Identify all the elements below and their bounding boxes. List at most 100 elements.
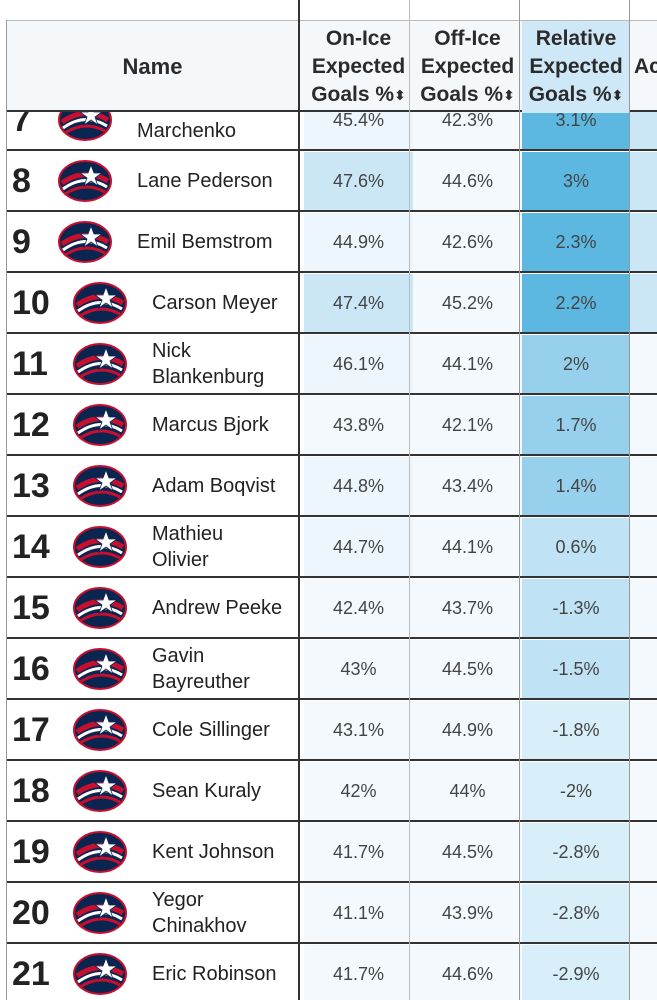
rank-number: 8 bbox=[12, 161, 31, 200]
table-row[interactable]: 10 Carson Meyer 47.4% 45.2% 2.2% bbox=[7, 274, 657, 334]
adjusted-cell bbox=[630, 396, 657, 454]
off-ice-xg-cell: 45.2% bbox=[413, 274, 522, 332]
sort-updown-icon[interactable]: ⬍ bbox=[394, 87, 406, 104]
table-row[interactable]: 18 Sean Kuraly 42% 44% -2% bbox=[7, 762, 657, 822]
adjusted-cell bbox=[630, 213, 657, 271]
column-header-name[interactable]: Name bbox=[7, 21, 298, 113]
column-header-relative-xg[interactable]: Relative Expected Goals %⬍ bbox=[522, 21, 630, 113]
adjusted-cell bbox=[630, 701, 657, 759]
off-ice-xg-cell: 44.6% bbox=[413, 945, 522, 1000]
player-name-link[interactable]: Nick Blankenburg bbox=[152, 335, 264, 393]
off-ice-xg-cell: 43.7% bbox=[413, 579, 522, 637]
column-divider bbox=[298, 0, 300, 1000]
player-name-link[interactable]: Gavin Bayreuther bbox=[152, 640, 250, 698]
table-row[interactable]: 20 Yegor Chinakhov 41.1% 43.9% -2.8% bbox=[7, 884, 657, 944]
table-row[interactable]: 16 Gavin Bayreuther 43% 44.5% -1.5% bbox=[7, 640, 657, 700]
adjusted-cell bbox=[630, 823, 657, 881]
blue-jackets-logo-icon bbox=[72, 830, 128, 874]
player-name-text: Carson Meyer bbox=[152, 292, 278, 314]
rank-number: 14 bbox=[12, 527, 50, 566]
adjusted-cell bbox=[630, 518, 657, 576]
blue-jackets-logo-icon bbox=[72, 464, 128, 508]
player-name-text: Yegor bbox=[152, 889, 204, 911]
blue-jackets-logo-icon bbox=[72, 342, 128, 386]
on-ice-xg-cell: 43% bbox=[304, 640, 413, 698]
player-name-text: Marchenko bbox=[137, 120, 236, 142]
column-header-off-ice-xg[interactable]: Off-Ice Expected Goals %⬍ bbox=[413, 21, 522, 113]
table-row[interactable]: 21 Eric Robinson 41.7% 44.6% -2.9% bbox=[7, 945, 657, 1000]
player-name-link[interactable]: Carson Meyer bbox=[152, 274, 278, 332]
table-row[interactable]: 8 Lane Pederson 47.6% 44.6% 3% bbox=[7, 152, 657, 212]
player-name-link[interactable]: Eric Robinson bbox=[152, 945, 277, 1000]
adjusted-cell bbox=[630, 335, 657, 393]
player-name-link[interactable]: Emil Bemstrom bbox=[137, 213, 273, 271]
on-ice-xg-cell: 44.8% bbox=[304, 457, 413, 515]
table-row[interactable]: 7 Marchenko 45.4% 42.3% 3.1% bbox=[7, 91, 657, 151]
off-ice-xg-cell: 42.6% bbox=[413, 213, 522, 271]
player-name-text: Cole Sillinger bbox=[152, 719, 270, 741]
relative-xg-cell: 1.4% bbox=[522, 457, 630, 515]
relative-xg-cell: -1.5% bbox=[522, 640, 630, 698]
on-ice-xg-cell: 44.9% bbox=[304, 213, 413, 271]
table-left-border bbox=[6, 20, 7, 1000]
table-row[interactable]: 17 Cole Sillinger 43.1% 44.9% -1.8% bbox=[7, 701, 657, 761]
on-ice-xg-cell: 42.4% bbox=[304, 579, 413, 637]
player-name-text: Blankenburg bbox=[152, 366, 265, 388]
relative-xg-cell: -2% bbox=[522, 762, 630, 820]
relative-xg-cell: 1.7% bbox=[522, 396, 630, 454]
table-row[interactable]: 15 Andrew Peeke 42.4% 43.7% -1.3% bbox=[7, 579, 657, 639]
blue-jackets-logo-icon bbox=[72, 281, 128, 325]
player-name-link[interactable]: Marcus Bjork bbox=[152, 396, 269, 454]
table-row[interactable]: 11 Nick Blankenburg 46.1% 44.1% 2% bbox=[7, 335, 657, 395]
player-name-text: Marcus Bjork bbox=[152, 414, 269, 436]
relative-xg-cell: -1.3% bbox=[522, 579, 630, 637]
on-ice-xg-cell: 41.7% bbox=[304, 945, 413, 1000]
relative-xg-cell: -2.8% bbox=[522, 823, 630, 881]
player-name-link[interactable]: Lane Pederson bbox=[137, 152, 273, 210]
adjusted-cell bbox=[630, 457, 657, 515]
player-name-link[interactable]: Sean Kuraly bbox=[152, 762, 261, 820]
player-name-text: Bayreuther bbox=[152, 671, 250, 693]
player-name-link[interactable]: Cole Sillinger bbox=[152, 701, 270, 759]
player-name-link[interactable]: Yegor Chinakhov bbox=[152, 884, 247, 942]
sort-updown-icon[interactable]: ⬍ bbox=[611, 87, 624, 104]
player-name-link[interactable]: Adam Boqvist bbox=[152, 457, 275, 515]
off-ice-xg-cell: 44.6% bbox=[413, 152, 522, 210]
player-name-text: Sean Kuraly bbox=[152, 780, 261, 802]
header-line: Off-Ice bbox=[434, 26, 501, 50]
player-name-text: Andrew Peeke bbox=[152, 597, 283, 619]
adjusted-cell bbox=[630, 640, 657, 698]
player-name-text: Lane Pederson bbox=[137, 170, 273, 192]
rank-number: 16 bbox=[12, 649, 50, 688]
column-header-adjusted-partial[interactable]: Ac bbox=[630, 21, 657, 113]
column-header-on-ice-xg[interactable]: On-Ice Expected Goals %⬍ bbox=[304, 21, 413, 113]
off-ice-xg-cell: 44% bbox=[413, 762, 522, 820]
table-header: Name On-Ice Expected Goals %⬍ Off-Ice Ex… bbox=[7, 20, 657, 113]
adjusted-cell bbox=[630, 152, 657, 210]
player-name-link[interactable]: Kent Johnson bbox=[152, 823, 274, 881]
table-row[interactable]: 12 Marcus Bjork 43.8% 42.1% 1.7% bbox=[7, 396, 657, 456]
sort-updown-icon[interactable]: ⬍ bbox=[503, 87, 515, 104]
player-name-link[interactable]: Marchenko bbox=[137, 91, 236, 149]
table-row[interactable]: 9 Emil Bemstrom 44.9% 42.6% 2.3% bbox=[7, 213, 657, 273]
rank-number: 17 bbox=[12, 710, 50, 749]
table-row[interactable]: 14 Mathieu Olivier 44.7% 44.1% 0.6% bbox=[7, 518, 657, 578]
header-line: Relative bbox=[535, 26, 617, 50]
off-ice-xg-cell: 44.9% bbox=[413, 701, 522, 759]
on-ice-xg-cell: 41.7% bbox=[304, 823, 413, 881]
on-ice-xg-cell: 47.6% bbox=[304, 152, 413, 210]
table-row[interactable]: 19 Kent Johnson 41.7% 44.5% -2.8% bbox=[7, 823, 657, 883]
player-name-text: Chinakhov bbox=[152, 915, 247, 937]
header-line: Goals % bbox=[311, 82, 395, 106]
on-ice-xg-cell: 41.1% bbox=[304, 884, 413, 942]
rank-number: 20 bbox=[12, 893, 50, 932]
player-name-text: Gavin bbox=[152, 645, 205, 667]
rank-number: 19 bbox=[12, 832, 50, 871]
blue-jackets-logo-icon bbox=[72, 708, 128, 752]
player-name-link[interactable]: Mathieu Olivier bbox=[152, 518, 223, 576]
adjusted-cell bbox=[630, 274, 657, 332]
adjusted-cell bbox=[630, 762, 657, 820]
table-row[interactable]: 13 Adam Boqvist 44.8% 43.4% 1.4% bbox=[7, 457, 657, 517]
header-line: Expected bbox=[311, 54, 406, 78]
player-name-link[interactable]: Andrew Peeke bbox=[152, 579, 282, 637]
